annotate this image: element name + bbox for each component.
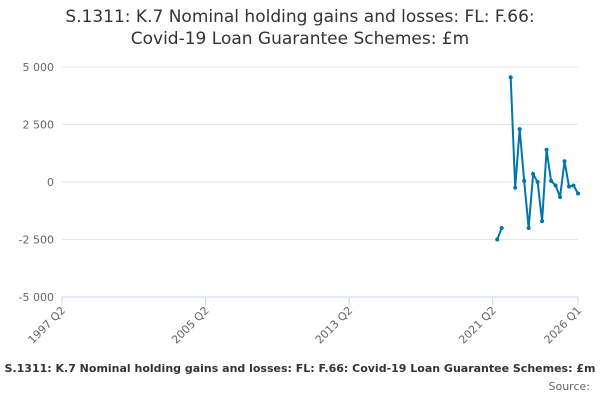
data-point bbox=[544, 147, 549, 152]
data-point bbox=[553, 183, 558, 188]
data-point bbox=[549, 178, 554, 183]
data-point bbox=[531, 171, 536, 176]
data-point bbox=[558, 194, 563, 199]
x-tick-label: 1997 Q2 bbox=[26, 304, 69, 347]
data-point bbox=[522, 178, 527, 183]
y-tick-label: -2 500 bbox=[19, 234, 54, 247]
y-tick-label: -5 000 bbox=[19, 291, 54, 304]
data-point bbox=[571, 183, 576, 188]
footer-caption: S.1311: K.7 Nominal holding gains and lo… bbox=[5, 362, 596, 375]
data-point bbox=[513, 185, 518, 190]
data-point bbox=[540, 219, 545, 224]
data-point bbox=[499, 226, 504, 230]
data-point bbox=[495, 237, 500, 242]
x-tick-label: 2005 Q2 bbox=[169, 304, 212, 347]
x-tick-label: 2026 Q1 bbox=[542, 304, 585, 347]
chart-title: S.1311: K.7 Nominal holding gains and lo… bbox=[65, 7, 534, 49]
data-point bbox=[567, 184, 572, 189]
x-tick-label: 2013 Q2 bbox=[313, 304, 356, 347]
data-point bbox=[576, 191, 580, 196]
x-tick-label: 2021 Q2 bbox=[456, 304, 499, 347]
data-point bbox=[526, 226, 531, 230]
y-tick-label: 5 000 bbox=[23, 61, 55, 74]
data-point bbox=[508, 75, 513, 80]
source: Source: bbox=[549, 380, 591, 393]
data-point bbox=[562, 159, 567, 164]
data-point bbox=[517, 127, 522, 132]
y-tick-label: 2 500 bbox=[23, 119, 55, 132]
data-point bbox=[535, 180, 540, 184]
y-tick-label: 0 bbox=[47, 176, 54, 189]
data-line bbox=[496, 77, 579, 240]
